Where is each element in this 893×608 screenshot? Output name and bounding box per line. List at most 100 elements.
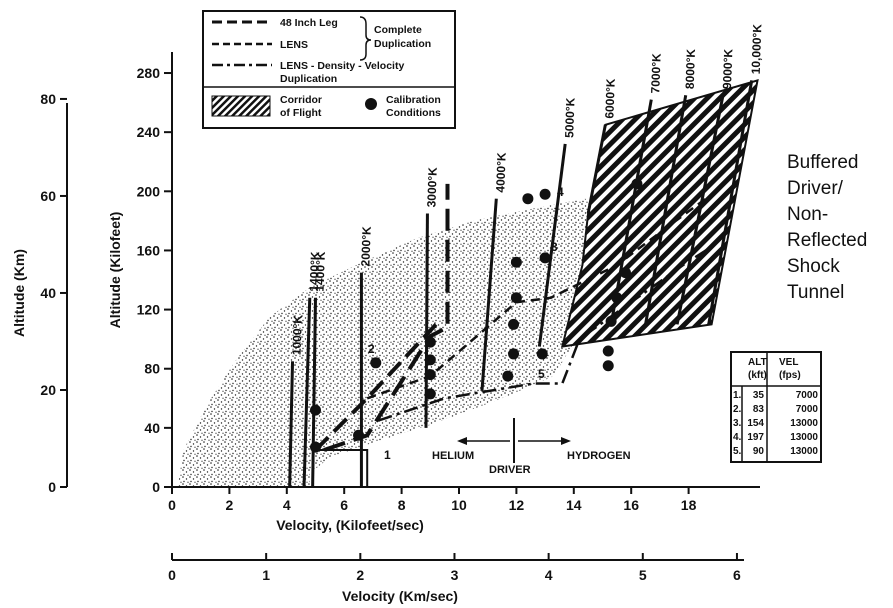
y-tick-label: 160 (137, 242, 161, 258)
calibration-point (602, 345, 614, 357)
y-tick-label: 0 (152, 479, 160, 495)
secondary-y-ticks: 0 20 40 60 80 (40, 91, 67, 495)
x-tick-label: 8 (398, 497, 406, 513)
x-tick-label: 6 (340, 497, 348, 513)
table-cell-index: 3. (733, 418, 742, 429)
side-title-line-5: Shock (787, 256, 840, 277)
side-title-line-3: Non- (787, 204, 828, 225)
hydrogen-label: HYDROGEN (567, 450, 631, 462)
calibration-point (310, 404, 321, 416)
x-tick-label: 10 (451, 497, 467, 513)
helium-label: HELIUM (432, 450, 474, 462)
table-cell-index: 5. (733, 446, 742, 457)
legend-label-density-velocity: LENS - Density - Velocity (280, 60, 404, 72)
table-cell-alt: 83 (753, 404, 765, 415)
hydrogen-arrowhead (561, 437, 571, 445)
calibration-point (611, 292, 623, 304)
calibration-point (510, 256, 522, 268)
legend-swatch-corridor (211, 95, 271, 117)
legend-label-of-flight: of Flight (280, 107, 322, 119)
line-48-inch-leg-upper (314, 323, 438, 452)
isotherm-label: 1400°K (307, 251, 322, 292)
isotherm-line (644, 94, 688, 325)
legend: 48 Inch Leg LENS Complete Duplication LE… (202, 10, 456, 129)
isotherm-line (302, 297, 312, 488)
calibration-point (602, 360, 614, 372)
isotherm-label: 5000°K (562, 97, 577, 138)
calibration-point (424, 354, 436, 366)
legend-brace (359, 16, 372, 61)
x-tick-label: 12 (509, 497, 525, 513)
x-tick-label: 0 (168, 497, 176, 513)
x-tick-label: 14 (566, 497, 582, 513)
secondary-y-tick-label: 40 (40, 285, 56, 301)
isotherm-line (537, 143, 567, 347)
isotherm-line (609, 99, 653, 325)
table-header-alt: ALT (748, 357, 767, 368)
table-cell-index: 4. (733, 432, 742, 443)
secondary-y-tick-label: 80 (40, 91, 56, 107)
y-tick-label: 40 (144, 420, 160, 436)
x-tick-label: 2 (226, 497, 234, 513)
side-title-line-6: Tunnel (787, 282, 844, 303)
y-tick-label: 80 (144, 361, 160, 377)
point-label-1: 1 (384, 448, 391, 462)
point-label-4: 4 (557, 185, 564, 199)
y-ticks: 0 40 80 120 160 200 240 280 (137, 65, 172, 495)
isotherm-label: 1400°K (313, 251, 328, 292)
isotherm-label: 9000°K (720, 48, 735, 89)
table-cell-vel: 7000 (796, 390, 819, 401)
side-title-line-1: Buffered (787, 152, 858, 173)
table-cell-vel: 7000 (796, 404, 819, 415)
calibration-point (424, 369, 436, 381)
calibration-point (310, 441, 321, 453)
point-label-5: 5 (538, 367, 545, 381)
table-cell-alt: 90 (753, 446, 765, 457)
calibration-points (310, 178, 643, 453)
legend-label-corridor: Corridor (280, 94, 322, 106)
secondary-y-tick-label: 60 (40, 188, 56, 204)
calibration-point (539, 252, 551, 264)
y-tick-label: 240 (137, 124, 161, 140)
calibration-point (510, 292, 522, 304)
calibration-point (502, 370, 514, 382)
secondary-x-tick-label: 6 (733, 567, 741, 583)
table-cell-alt: 154 (747, 418, 764, 429)
point-label-2: 2 (368, 342, 375, 356)
legend-label-complete: Complete (374, 24, 422, 36)
legend-label-48-inch-leg: 48 Inch Leg (280, 17, 338, 29)
calibration-point (508, 348, 520, 360)
table-cell-vel: 13000 (790, 446, 818, 457)
isotherm-line (288, 361, 295, 488)
x-tick-label: 16 (623, 497, 639, 513)
table-cell-alt: 197 (747, 432, 764, 443)
y-tick-label: 280 (137, 65, 161, 81)
driver-label: DRIVER (489, 464, 531, 476)
table-cell-vel: 13000 (790, 418, 818, 429)
legend-label-conditions: Conditions (386, 107, 441, 119)
side-title: Buffered Driver/ Non- Reflected Shock Tu… (787, 152, 867, 303)
y-tick-label: 200 (137, 183, 161, 199)
isotherm-label: 4000°K (493, 152, 508, 193)
secondary-y-axis-title: Altitude (Km) (11, 249, 27, 337)
isotherm-label: 1000°K (290, 314, 305, 355)
isotherm-line (480, 198, 498, 392)
calibration-point (424, 336, 436, 348)
corridor-dense-region (189, 353, 310, 487)
isotherm-line (311, 297, 317, 488)
legend-label-density-velocity-2: Duplication (280, 73, 337, 85)
table-header-vel-unit: (fps) (779, 370, 801, 381)
calibration-point (619, 267, 631, 279)
point-label-3: 3 (551, 240, 558, 254)
x-ticks: 0 2 4 6 8 10 12 14 16 18 (168, 487, 697, 513)
isotherm-line (707, 80, 754, 325)
secondary-x-tick-label: 3 (451, 567, 459, 583)
isotherm-label: 10,000°K (749, 24, 765, 75)
legend-box (202, 10, 456, 129)
table-cell-alt: 35 (753, 390, 765, 401)
isotherm-label: 3000°K (424, 167, 439, 208)
secondary-x-tick-label: 0 (168, 567, 176, 583)
secondary-x-axis-title: Velocity (Km/sec) (342, 588, 458, 604)
x-tick-label: 18 (681, 497, 697, 513)
